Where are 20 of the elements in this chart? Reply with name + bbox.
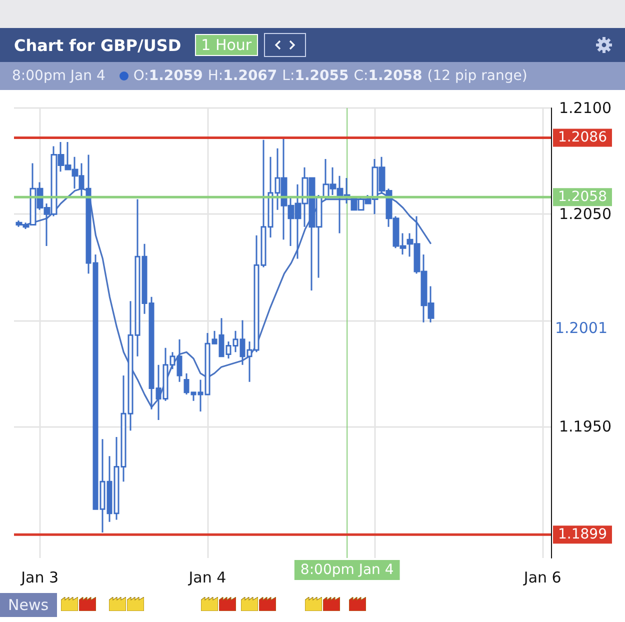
text: H:1.2067 [208,68,278,84]
x-tick-label: Jan 6 [522,568,562,586]
ref-line-label: 1.1899 [558,526,607,543]
x-tick-label: Jan 4 [188,568,226,586]
text: News [0,593,57,617]
ref-line-label: 1.2058 [558,189,607,206]
text: 1 Hour [195,34,258,56]
chart-title: Chart for GBP/USD [14,36,182,54]
text: L:1.2055 [282,68,349,84]
y-tick-label: 1.2100 [559,99,612,117]
text: O:1.2059 [133,68,203,84]
text: (12 pip range) [427,68,528,84]
x-tick-label: Jan 3 [20,568,59,586]
chart-subtitle: 8:00pm Jan 4 [12,68,106,84]
ref-line-label: 8:00pm Jan 4 [300,562,394,578]
ref-line-label: 1.2086 [558,130,608,146]
y-tick-label: 1.1950 [559,417,612,436]
y-tick-label: 1.2050 [559,205,612,224]
text: 1.2001 [555,319,608,338]
text: C:1.2058 [354,68,422,84]
